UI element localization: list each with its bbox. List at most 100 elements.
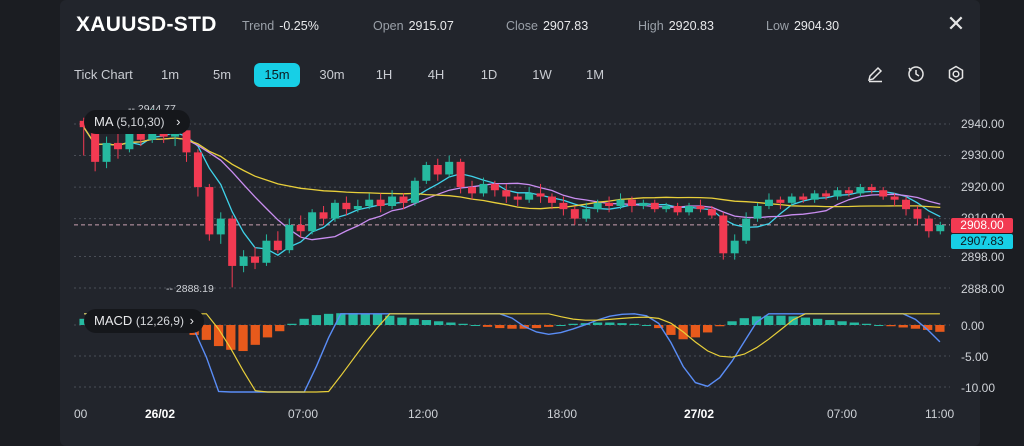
macd-bar bbox=[201, 325, 212, 340]
timeframe-1mo[interactable]: 1M bbox=[585, 67, 605, 82]
macd-bar bbox=[372, 314, 383, 325]
macd-axis-label: 0.00 bbox=[961, 319, 985, 333]
candle-body bbox=[650, 202, 659, 210]
timeframe-4h[interactable]: 4H bbox=[427, 67, 445, 82]
macd-bar bbox=[287, 323, 297, 325]
candle-body bbox=[844, 190, 853, 194]
candle-body bbox=[913, 209, 922, 219]
close-icon[interactable]: ✕ bbox=[946, 11, 966, 36]
tick-chart-button[interactable]: Tick Chart bbox=[74, 67, 133, 82]
time-axis-label: 07:00 bbox=[827, 407, 858, 421]
stat-trend: Trend -0.25% bbox=[242, 19, 319, 33]
candle-body bbox=[776, 199, 785, 203]
candle-body bbox=[513, 196, 522, 200]
candle-body bbox=[468, 187, 477, 194]
candle-body bbox=[593, 202, 602, 210]
candle-body bbox=[216, 218, 225, 235]
candle-body bbox=[490, 183, 499, 191]
macd-bar bbox=[776, 315, 786, 325]
ma-params: (5,10,30) bbox=[116, 115, 165, 129]
candle-body bbox=[182, 130, 191, 153]
macd-bar bbox=[837, 321, 847, 325]
stat-close: Close 2907.83 bbox=[506, 19, 589, 33]
candle-body bbox=[547, 196, 556, 203]
macd-bar bbox=[886, 325, 896, 327]
candle-body bbox=[856, 187, 865, 194]
candle-body bbox=[502, 190, 511, 197]
macd-bar bbox=[323, 313, 334, 325]
macd-bar bbox=[861, 323, 872, 325]
timeframe-15m[interactable]: 15m bbox=[254, 63, 300, 87]
macd-bar bbox=[397, 317, 407, 325]
timeframe-1m[interactable]: 1m bbox=[160, 67, 180, 82]
price-axis-label: 2920.00 bbox=[961, 180, 1005, 194]
macd-bar bbox=[531, 325, 542, 329]
timeframe-30m[interactable]: 30m bbox=[319, 67, 345, 82]
macd-bar bbox=[715, 325, 725, 327]
candle-body bbox=[262, 240, 271, 263]
candle-body bbox=[353, 206, 362, 210]
macd-bar bbox=[849, 322, 859, 325]
macd-bar bbox=[421, 320, 432, 325]
macd-indicator-pill[interactable]: MACD (12,26,9) › bbox=[84, 309, 204, 333]
macd-bar bbox=[935, 325, 945, 332]
settings-icon[interactable] bbox=[946, 64, 966, 84]
timeframe-5m[interactable]: 5m bbox=[212, 67, 232, 82]
macd-bar bbox=[727, 321, 737, 325]
candle-body bbox=[102, 142, 111, 162]
macd-bar bbox=[592, 322, 603, 325]
chevron-right-icon: › bbox=[189, 313, 194, 328]
macd-bar bbox=[360, 313, 370, 325]
macd-bar bbox=[544, 325, 554, 327]
candle-body bbox=[296, 224, 305, 232]
grid-lines bbox=[74, 123, 950, 388]
candle-body bbox=[890, 196, 899, 200]
candle-body bbox=[902, 199, 911, 210]
candle-body bbox=[410, 180, 419, 203]
macd-bar bbox=[764, 315, 774, 325]
macd-bar bbox=[874, 325, 884, 326]
moving-averages bbox=[83, 126, 941, 256]
candle-body bbox=[707, 209, 716, 216]
ma-indicator-pill[interactable]: MA (5,10,30) › bbox=[84, 110, 191, 134]
timeframe-1h[interactable]: 1H bbox=[375, 67, 393, 82]
macd-bar bbox=[923, 325, 933, 330]
candle-body bbox=[433, 165, 442, 175]
macd-bar bbox=[568, 323, 578, 325]
macd-lines bbox=[84, 313, 941, 393]
clock-reset-icon[interactable] bbox=[906, 64, 926, 84]
stat-high: High 2920.83 bbox=[638, 19, 714, 33]
candle-body bbox=[239, 256, 248, 266]
current-price-tag: 2908.00 bbox=[951, 218, 1013, 233]
time-axis-label: 27/02 bbox=[684, 407, 715, 421]
candle-body bbox=[319, 212, 328, 219]
candle-body bbox=[924, 218, 933, 232]
candle-body bbox=[787, 196, 796, 203]
candle-body bbox=[273, 240, 282, 251]
candle-body bbox=[799, 196, 808, 200]
candle-body bbox=[742, 218, 751, 241]
ma-name: MA bbox=[94, 114, 113, 129]
candle-body bbox=[627, 199, 636, 206]
close-price-tag: 2907.83 bbox=[951, 234, 1013, 249]
price-axis-label: 2930.00 bbox=[961, 148, 1005, 162]
candle-body bbox=[228, 218, 237, 266]
ma-30-line bbox=[83, 126, 941, 210]
pencil-icon[interactable] bbox=[865, 64, 885, 84]
macd-bar bbox=[446, 322, 456, 325]
time-axis-label: 12:00 bbox=[408, 407, 439, 421]
macd-bar bbox=[470, 325, 480, 326]
macd-bar bbox=[825, 320, 835, 325]
macd-bar bbox=[556, 325, 566, 326]
candle-body bbox=[685, 206, 694, 213]
timeframe-1w[interactable]: 1W bbox=[532, 67, 552, 82]
macd-bar bbox=[226, 325, 236, 350]
macd-bar bbox=[336, 313, 346, 325]
macd-params: (12,26,9) bbox=[135, 314, 184, 328]
macd-bar bbox=[311, 315, 322, 325]
macd-bar bbox=[213, 325, 224, 347]
timeframe-1d[interactable]: 1D bbox=[480, 67, 498, 82]
candle-body bbox=[719, 215, 728, 254]
